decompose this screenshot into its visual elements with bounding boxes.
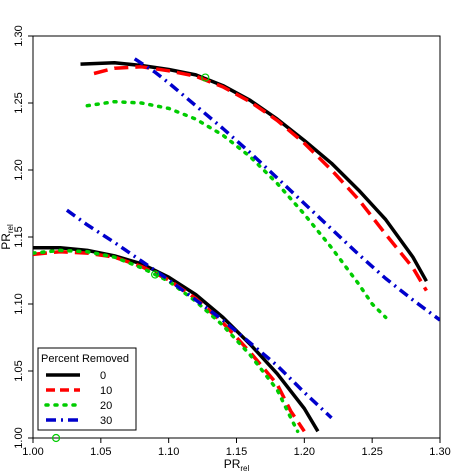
legend-label-10: 10 <box>100 385 112 397</box>
x-tick-label: 1.10 <box>158 446 179 458</box>
x-axis-label-main: PR <box>224 457 241 471</box>
legend-title: Percent Removed <box>41 353 129 365</box>
legend-label-30: 30 <box>100 415 112 427</box>
x-tick-label: 1.20 <box>294 446 315 458</box>
legend-label-0: 0 <box>100 370 106 382</box>
series-line-upper-10 <box>93 65 428 292</box>
data-marker <box>51 433 61 443</box>
y-tick-label: 1.30 <box>13 25 25 46</box>
series-line-lower-0 <box>33 245 320 433</box>
x-tick-label: 1.30 <box>429 446 450 458</box>
x-tick-label: 1.00 <box>22 446 43 458</box>
legend: Percent Removed 0 10 20 30 <box>37 347 137 431</box>
legend-label-20: 20 <box>100 400 112 412</box>
y-tick-label: 1.20 <box>13 159 25 180</box>
y-tick-label: 1.05 <box>13 360 25 381</box>
series-line-lower-30 <box>65 208 333 420</box>
data-marker <box>201 73 210 82</box>
y-tick-label: 1.00 <box>13 427 25 448</box>
legend-entries: 0 10 20 30 <box>44 370 112 427</box>
y-axis-label-sub: rel <box>6 224 15 233</box>
y-tick-label: 1.15 <box>13 226 25 247</box>
series-line-upper-30 <box>133 57 440 322</box>
plot-area <box>32 35 441 443</box>
y-tick-label: 1.25 <box>13 92 25 113</box>
x-tick-label: 1.25 <box>361 446 382 458</box>
x-axis-label-sub: rel <box>240 464 249 473</box>
y-tick-label: 1.10 <box>13 293 25 314</box>
series-line-upper-20 <box>85 99 388 320</box>
data-marker <box>151 270 160 279</box>
x-tick-label: 1.05 <box>90 446 111 458</box>
series-layer <box>33 57 440 434</box>
y-axis: 1.00 1.05 1.10 1.15 1.20 1.25 1.30 <box>13 25 33 449</box>
x-tick-label: 1.15 <box>226 446 247 458</box>
marker-layer <box>51 73 210 443</box>
y-axis-label-main: PR <box>0 233 13 250</box>
x-axis: 1.00 1.05 1.10 1.15 1.20 1.25 1.30 <box>22 438 451 458</box>
y-axis-label: PRrel <box>0 224 15 250</box>
series-line-upper-0 <box>80 61 428 283</box>
x-axis-label: PRrel <box>224 457 250 473</box>
